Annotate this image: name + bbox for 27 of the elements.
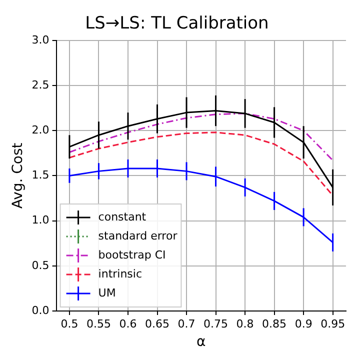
legend-label: UM [98, 286, 116, 300]
y-axis-title: Avg. Cost [10, 142, 26, 209]
y-tick-label: 3.0 [32, 33, 50, 46]
x-tick-label: 0.9 [294, 317, 312, 330]
legend-label: intrinsic [98, 267, 142, 280]
y-tick-label: 1.5 [32, 168, 50, 182]
y-tick-label: 0.0 [32, 304, 50, 317]
line-series [68, 112, 334, 162]
x-tick-label: 0.55 [86, 317, 111, 330]
line-series [68, 132, 334, 196]
legend-label: constant [98, 210, 147, 224]
legend-label: bootstrap CI [98, 248, 166, 262]
x-tick-label: 0.6 [119, 317, 137, 330]
y-tick-label: 2.5 [32, 78, 50, 92]
x-axis-title: α [196, 334, 206, 350]
y-tick-label: 2.0 [32, 123, 50, 136]
x-tick-label: 0.75 [204, 317, 228, 330]
y-tick-label: 0.5 [32, 258, 50, 272]
legend-label: standard error [98, 229, 178, 242]
x-tick-label: 0.85 [262, 317, 287, 330]
x-tick-label: 0.95 [320, 317, 346, 330]
x-tick-label: 0.65 [145, 317, 170, 330]
x-tick-label: 0.5 [60, 317, 78, 330]
x-tick-label: 0.7 [178, 317, 196, 330]
y-tick-label: 1.0 [32, 214, 50, 227]
chart-title: LS→LS: TL Calibration [85, 14, 269, 34]
x-tick-label: 0.8 [236, 317, 254, 330]
